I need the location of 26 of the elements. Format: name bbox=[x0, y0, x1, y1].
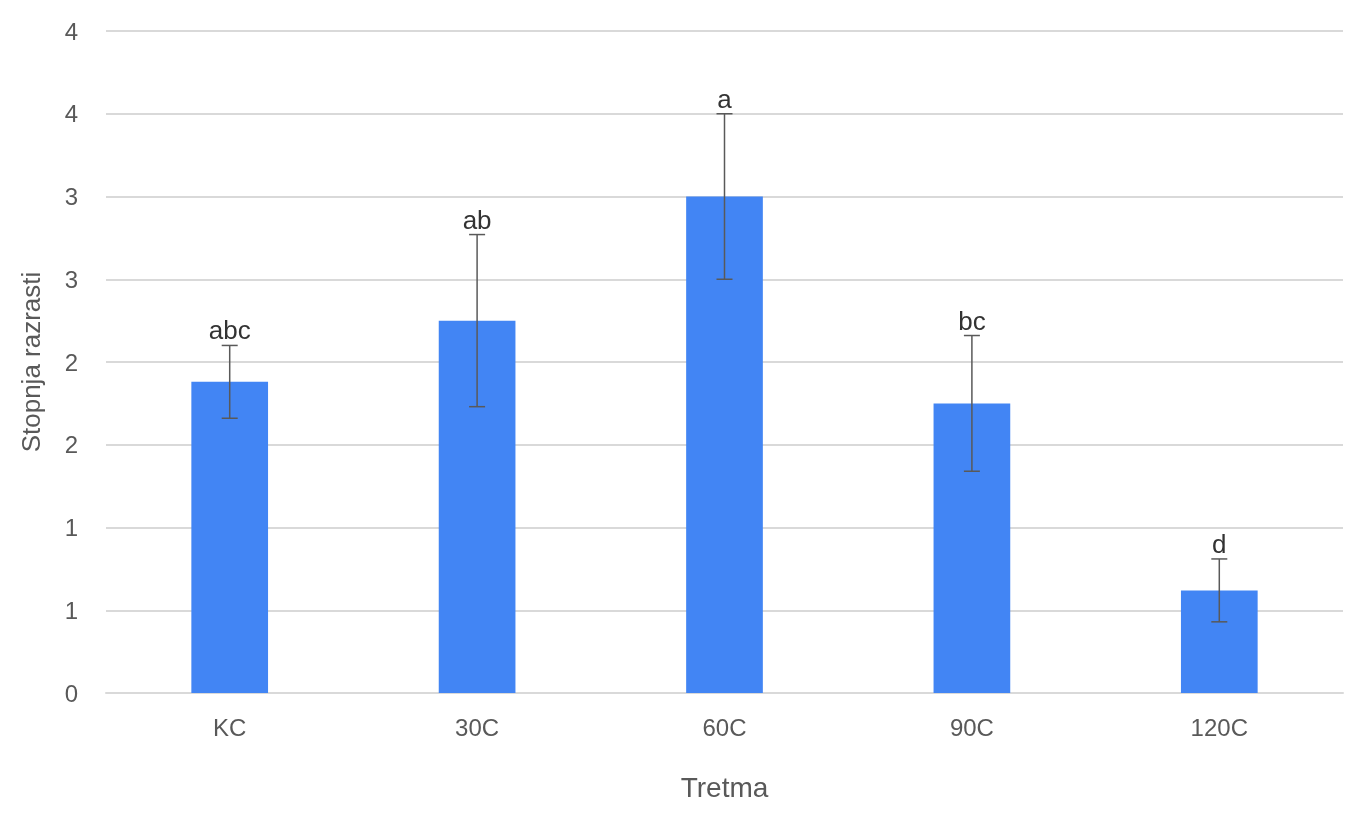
y-axis-title: Stopnja razrasti bbox=[16, 271, 46, 453]
y-tick-label: 0 bbox=[64, 679, 78, 707]
y-tick-label: 1 bbox=[64, 596, 78, 624]
bar bbox=[933, 403, 1011, 693]
x-tick-label: 60C bbox=[702, 713, 747, 741]
x-axis-title: Tretma bbox=[680, 771, 769, 803]
bar bbox=[191, 381, 269, 693]
x-tick-label: KC bbox=[213, 713, 247, 741]
annotation: bc bbox=[958, 305, 986, 336]
annotation: a bbox=[717, 83, 733, 114]
y-tick-label: 3 bbox=[64, 183, 78, 210]
y-tick-label: 4 bbox=[64, 17, 78, 45]
y-tick-label: 2 bbox=[64, 348, 78, 376]
y-tick-label: 3 bbox=[64, 265, 78, 293]
x-tick-label: 30C bbox=[455, 713, 500, 741]
bar bbox=[686, 196, 763, 693]
x-tick-label: 120C bbox=[1190, 713, 1248, 741]
bar bbox=[1180, 590, 1258, 693]
y-tick-label: 1 bbox=[64, 514, 78, 541]
x-tick-label: 90C bbox=[949, 713, 994, 741]
y-tick-label: 4 bbox=[64, 100, 78, 128]
bar bbox=[438, 320, 516, 693]
annotation: d bbox=[1212, 528, 1227, 559]
annotation: ab bbox=[462, 204, 492, 235]
annotation: abc bbox=[208, 315, 251, 346]
y-tick-label: 2 bbox=[64, 431, 78, 459]
